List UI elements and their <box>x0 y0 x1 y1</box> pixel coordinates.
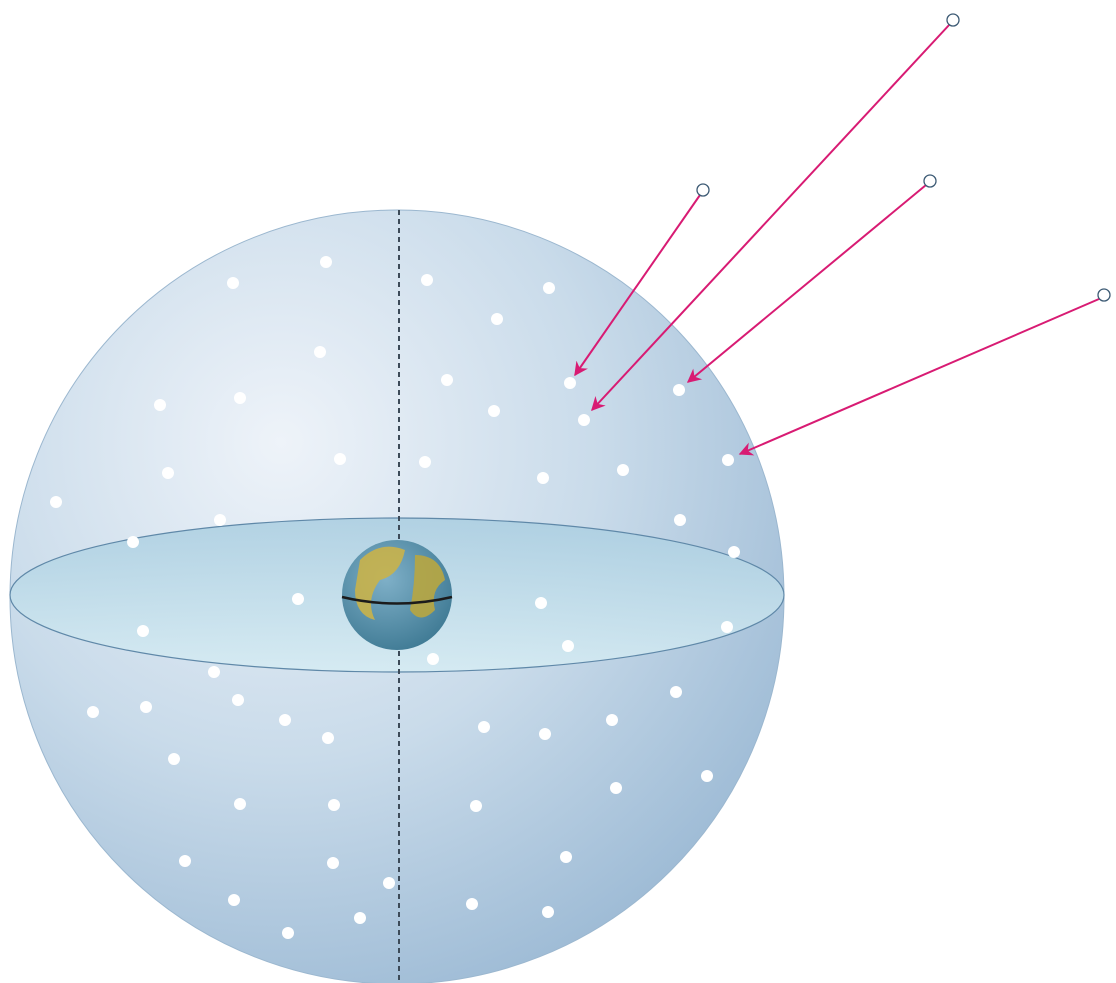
star <box>228 894 240 906</box>
star <box>421 274 433 286</box>
star <box>562 640 574 652</box>
star <box>214 514 226 526</box>
star <box>140 701 152 713</box>
star <box>314 346 326 358</box>
star <box>334 453 346 465</box>
star <box>137 625 149 637</box>
distant-star <box>923 174 937 188</box>
light-rays <box>574 23 1100 456</box>
star <box>232 694 244 706</box>
stars <box>50 256 740 939</box>
star <box>470 800 482 812</box>
star <box>674 514 686 526</box>
star <box>670 686 682 698</box>
distant-star <box>1097 288 1111 302</box>
star <box>466 898 478 910</box>
star <box>154 399 166 411</box>
star <box>427 653 439 665</box>
star <box>617 464 629 476</box>
star <box>279 714 291 726</box>
star <box>50 496 62 508</box>
star <box>542 906 554 918</box>
ray <box>591 23 951 412</box>
star <box>539 728 551 740</box>
star <box>722 454 734 466</box>
star <box>179 855 191 867</box>
star <box>168 753 180 765</box>
star <box>488 405 500 417</box>
star <box>543 282 555 294</box>
star <box>328 799 340 811</box>
star <box>234 798 246 810</box>
distant-stars <box>696 13 1111 302</box>
earth <box>341 540 453 650</box>
star <box>560 851 572 863</box>
star <box>320 256 332 268</box>
star <box>535 597 547 609</box>
earth-equator <box>341 595 453 605</box>
star <box>87 706 99 718</box>
star <box>292 593 304 605</box>
star <box>234 392 246 404</box>
star <box>673 384 685 396</box>
star <box>721 621 733 633</box>
star <box>478 721 490 733</box>
star <box>610 782 622 794</box>
star <box>701 770 713 782</box>
star <box>162 467 174 479</box>
star <box>606 714 618 726</box>
star <box>564 377 576 389</box>
star <box>491 313 503 325</box>
ray <box>574 194 701 377</box>
star <box>354 912 366 924</box>
distant-star <box>696 183 710 197</box>
star <box>383 877 395 889</box>
star <box>208 666 220 678</box>
star <box>322 732 334 744</box>
star <box>419 456 431 468</box>
star <box>127 536 139 548</box>
star <box>227 277 239 289</box>
distant-star <box>946 13 960 27</box>
star <box>537 472 549 484</box>
star <box>327 857 339 869</box>
star <box>441 374 453 386</box>
ray <box>686 184 927 383</box>
ray <box>738 298 1100 456</box>
star <box>578 414 590 426</box>
star <box>282 927 294 939</box>
star <box>728 546 740 558</box>
